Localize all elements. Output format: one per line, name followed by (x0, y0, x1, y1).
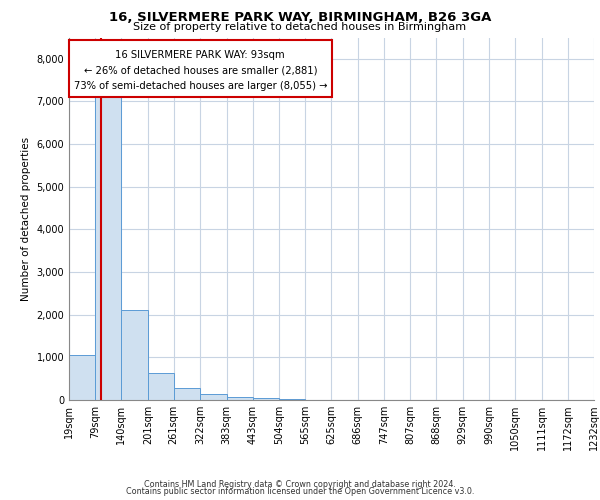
Bar (121, 310, 148, 400)
Y-axis label: Number of detached properties: Number of detached properties (21, 136, 31, 301)
Text: 16, SILVERMERE PARK WAY, BIRMINGHAM, B26 3GA: 16, SILVERMERE PARK WAY, BIRMINGHAM, B26… (109, 11, 491, 24)
Text: 16 SILVERMERE PARK WAY: 93sqm: 16 SILVERMERE PARK WAY: 93sqm (115, 50, 285, 60)
Text: Contains public sector information licensed under the Open Government Licence v3: Contains public sector information licen… (126, 487, 474, 496)
Bar (174, 388, 200, 400)
Bar (148, 373, 174, 400)
Bar (253, 398, 279, 400)
Text: ← 26% of detached houses are smaller (2,881): ← 26% of detached houses are smaller (2,… (83, 66, 317, 76)
FancyBboxPatch shape (69, 40, 332, 97)
Bar (227, 397, 253, 400)
Bar (69, 355, 95, 400)
Bar (200, 394, 227, 400)
Text: Contains HM Land Registry data © Crown copyright and database right 2024.: Contains HM Land Registry data © Crown c… (144, 480, 456, 489)
Text: 73% of semi-detached houses are larger (8,055) →: 73% of semi-detached houses are larger (… (74, 80, 327, 90)
Bar (279, 399, 305, 400)
Text: Size of property relative to detached houses in Birmingham: Size of property relative to detached ho… (133, 22, 467, 32)
Bar (95, 80, 121, 400)
